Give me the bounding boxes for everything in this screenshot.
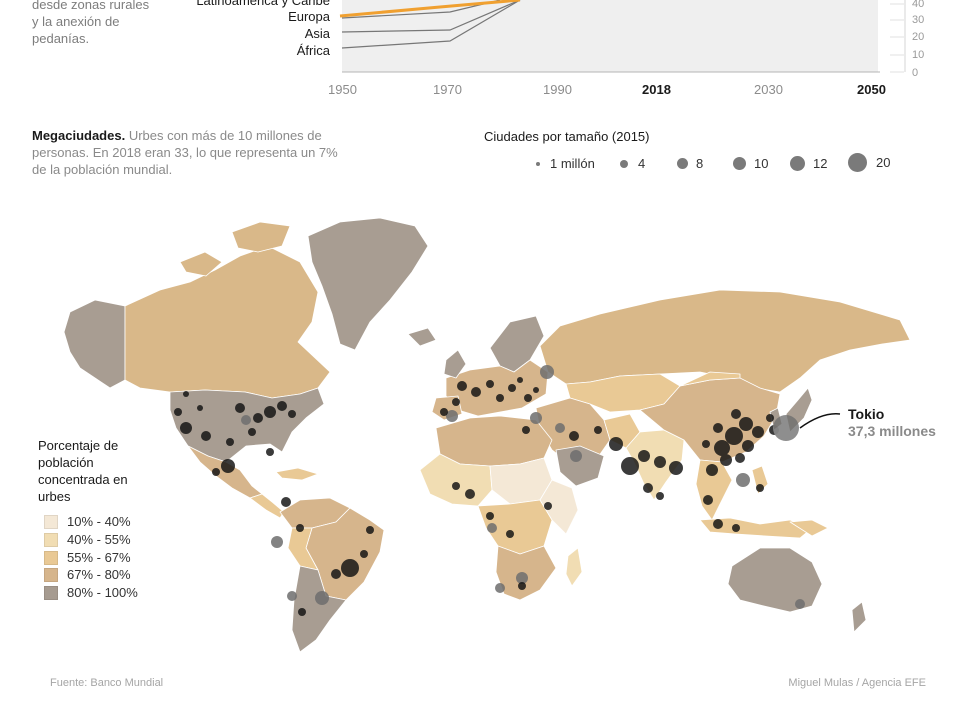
new-zealand: [851, 601, 867, 633]
megacities-text: Urbes con más de 10 millones de personas…: [32, 128, 338, 177]
y-tick-0: 0: [912, 67, 919, 79]
size-legend-label-20: 20: [876, 155, 891, 170]
indonesia: [699, 517, 813, 539]
urban-legend-label-1: 10% - 40%: [67, 514, 131, 529]
series-line-africa: [341, 0, 521, 49]
bubble-8-icon: [677, 158, 688, 169]
intro-line-2: y la anexión de: [32, 14, 120, 29]
canada: [124, 245, 331, 399]
uk-ireland: [443, 349, 467, 379]
urban-legend-label-4: 67% - 80%: [67, 567, 131, 582]
australia: [727, 547, 823, 613]
region-label-latam: Latinoamérica y Caribe: [196, 0, 330, 8]
east-africa: [539, 479, 579, 535]
bubble-12-icon: [790, 156, 805, 171]
arabia: [555, 445, 605, 487]
size-legend-label-12: 12: [813, 156, 828, 171]
swatch-40-55: [44, 532, 58, 547]
bubble-10-icon: [733, 157, 746, 170]
x-tick-2050: 2050: [857, 82, 886, 97]
size-legend-label-1: 1 millón: [550, 156, 595, 171]
tokyo-bubble: [773, 415, 799, 441]
y-tick-10: 10: [912, 49, 925, 61]
urban-legend-label-3: 55% - 67%: [67, 550, 131, 565]
size-legend-label-10: 10: [754, 156, 769, 171]
urbanization-line-chart: [339, 0, 906, 73]
urban-legend-item-1: 10% - 40%: [44, 514, 131, 529]
x-tick-1970: 1970: [433, 82, 462, 97]
region-label-africa: África: [296, 43, 330, 58]
size-legend-item-8: 8: [677, 156, 703, 171]
source-footer: Fuente: Banco Mundial: [50, 677, 164, 689]
y-tick-30: 30: [912, 14, 925, 26]
tokyo-callout-value: 37,3 millones: [848, 423, 936, 439]
size-legend-label-4: 4: [638, 156, 646, 171]
new-guinea: [789, 519, 829, 537]
megacities-title: Megaciudades.: [32, 128, 126, 143]
size-legend-item-4: 4: [620, 156, 645, 171]
city-bubbles-gray: [241, 365, 805, 609]
y-tick-40: 40: [912, 0, 925, 10]
intro-line-3: pedanías.: [32, 31, 90, 46]
madagascar: [565, 547, 583, 587]
size-legend-item-1: 1 millón: [536, 156, 595, 171]
x-tick-2018: 2018: [642, 82, 671, 97]
series-line-latam: [339, 0, 521, 18]
intro-text: desde zonas rurales y la anexión de peda…: [32, 0, 149, 47]
urban-legend-label-5: 80% - 100%: [67, 585, 138, 600]
swatch-10-40: [44, 514, 58, 529]
urban-legend-item-4: 67% - 80%: [44, 567, 131, 582]
philippines: [751, 465, 769, 495]
central-america: [249, 493, 285, 519]
mongolia: [679, 371, 741, 387]
urban-legend-item-5: 80% - 100%: [44, 585, 138, 600]
bubble-20-icon: [848, 153, 867, 172]
series-line-asia: [341, 0, 521, 33]
urban-legend-title: Porcentaje de población concentrada en u…: [38, 438, 128, 504]
greenland: [307, 217, 429, 351]
swatch-55-67: [44, 550, 58, 565]
credit-footer: Miguel Mulas / Agencia EFE: [788, 677, 926, 689]
x-tick-2030: 2030: [754, 82, 783, 97]
swatch-67-80: [44, 567, 58, 582]
size-legend-label-8: 8: [696, 156, 704, 171]
x-tick-1950: 1950: [328, 82, 357, 97]
size-legend-item-20: 20: [848, 153, 890, 172]
bubble-1-icon: [536, 161, 540, 166]
chart-plot-area: [342, 0, 878, 72]
intro-line-1: desde zonas rurales: [32, 0, 150, 12]
y-gridlines: [890, 3, 904, 73]
tokyo-callout-city: Tokio: [848, 406, 885, 422]
city-bubbles-dark: [174, 377, 799, 616]
tokyo-callout-line: [799, 413, 841, 429]
y-tick-20: 20: [912, 31, 925, 43]
urban-legend-item-2: 40% - 55%: [44, 532, 131, 547]
size-legend-title: Ciudades por tamaño (2015): [484, 129, 650, 144]
region-label-europa: Europa: [288, 9, 330, 24]
iceland: [407, 327, 437, 347]
bubble-4-icon: [620, 159, 628, 168]
world-map: [63, 217, 911, 653]
size-legend-item-12: 12: [790, 156, 827, 171]
swatch-80-100: [44, 585, 58, 600]
megacities-description: Megaciudades. Urbes con más de 10 millon…: [32, 127, 352, 178]
southern-africa: [495, 545, 557, 601]
region-label-asia: Asia: [304, 26, 330, 41]
size-legend-item-10: 10: [733, 156, 768, 171]
urban-legend-item-3: 55% - 67%: [44, 550, 131, 565]
x-tick-1990: 1990: [543, 82, 572, 97]
urban-legend-label-2: 40% - 55%: [67, 532, 131, 547]
alaska: [63, 299, 126, 389]
arctic-islands: [231, 221, 291, 253]
southern-cone: [291, 565, 347, 653]
caribbean: [275, 467, 319, 481]
